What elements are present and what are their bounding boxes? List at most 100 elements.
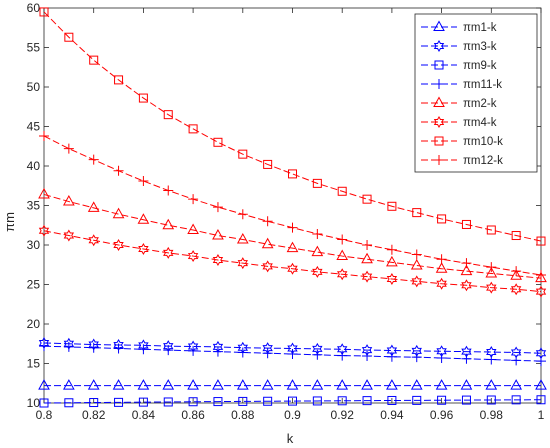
data-point (386, 379, 398, 390)
data-point (386, 255, 398, 267)
y-tick-label: 50 (27, 80, 41, 94)
data-point (336, 379, 349, 390)
data-point (263, 396, 273, 406)
data-point (387, 395, 397, 405)
data-point (311, 245, 324, 257)
data-point (486, 262, 497, 273)
data-point (163, 185, 174, 196)
data-point (261, 379, 274, 390)
x-tick-label: 0.92 (331, 408, 355, 422)
data-point (435, 379, 448, 390)
data-point (361, 270, 373, 283)
data-point (412, 395, 422, 405)
y-tick-label: 15 (27, 357, 41, 371)
legend-label: πm4-k (463, 117, 497, 129)
data-point (188, 345, 199, 356)
data-point (237, 257, 248, 270)
data-point (137, 213, 150, 224)
data-point (411, 275, 422, 288)
data-point (212, 228, 224, 240)
data-point (411, 352, 422, 363)
legend-label: πm2-k (463, 98, 497, 110)
legend-marker (434, 155, 444, 165)
data-point (63, 341, 74, 352)
data-point (114, 397, 124, 407)
data-point (163, 246, 174, 259)
legend-label: πm3-k (463, 41, 497, 53)
data-point (288, 396, 297, 406)
data-point (39, 130, 49, 141)
data-point (437, 395, 447, 405)
data-point (511, 231, 521, 241)
y-axis-label: πm (2, 212, 17, 232)
x-tick-label: 0.86 (181, 408, 205, 422)
data-point (337, 234, 348, 245)
data-point (187, 223, 199, 234)
data-point (511, 395, 521, 405)
data-point (510, 379, 522, 390)
legend-marker (433, 116, 445, 128)
data-point (113, 343, 124, 354)
data-point (286, 379, 299, 390)
data-point (510, 269, 522, 280)
data-point (64, 398, 74, 408)
data-point (163, 345, 174, 356)
legend-label: πm11-k (463, 79, 502, 91)
data-point (362, 396, 372, 406)
data-point (187, 379, 199, 390)
data-point (436, 277, 447, 290)
data-point (362, 350, 373, 361)
series-πm9-k (39, 395, 546, 408)
series-line (43, 11, 542, 242)
data-point (138, 93, 148, 103)
data-point (63, 229, 75, 242)
data-point (213, 137, 223, 147)
x-tick-label: 0.84 (132, 408, 156, 422)
data-point (337, 350, 348, 361)
data-point (486, 281, 497, 294)
series-πm11-k (39, 341, 546, 367)
data-point (461, 258, 472, 269)
x-axis-label: k (287, 431, 294, 446)
data-point (437, 214, 447, 224)
x-tick-label: 0.8 (36, 408, 53, 422)
legend-marker (433, 96, 445, 107)
series-πm4-k (38, 224, 547, 298)
data-point (39, 398, 49, 408)
legend-marker (434, 60, 444, 70)
data-point (212, 379, 224, 390)
series-πm12-k (39, 130, 546, 281)
data-point (535, 271, 547, 283)
data-point (511, 355, 522, 366)
data-point (162, 218, 175, 230)
data-point (212, 254, 224, 267)
data-point (188, 124, 198, 134)
data-point (486, 225, 496, 235)
data-point (387, 201, 397, 211)
data-point (261, 237, 274, 249)
data-point (386, 244, 397, 255)
data-point (39, 7, 49, 17)
data-point (336, 249, 349, 261)
data-point (114, 75, 124, 85)
x-tick-label: 1 (538, 408, 545, 422)
data-point (238, 396, 248, 406)
data-point (262, 260, 273, 273)
y-tick-label: 10 (27, 396, 41, 410)
data-point (236, 379, 249, 390)
data-point (263, 159, 273, 169)
data-point (113, 165, 124, 176)
data-point (113, 239, 124, 251)
data-point (138, 176, 149, 187)
data-point (38, 187, 50, 199)
legend-marker (433, 40, 445, 52)
data-point (88, 154, 99, 165)
data-point (138, 397, 148, 407)
data-point (137, 379, 150, 390)
data-point (237, 209, 248, 220)
data-point (312, 349, 323, 360)
data-point (460, 379, 473, 390)
data-point (386, 351, 397, 362)
series-line (43, 193, 542, 279)
data-point (337, 268, 348, 281)
